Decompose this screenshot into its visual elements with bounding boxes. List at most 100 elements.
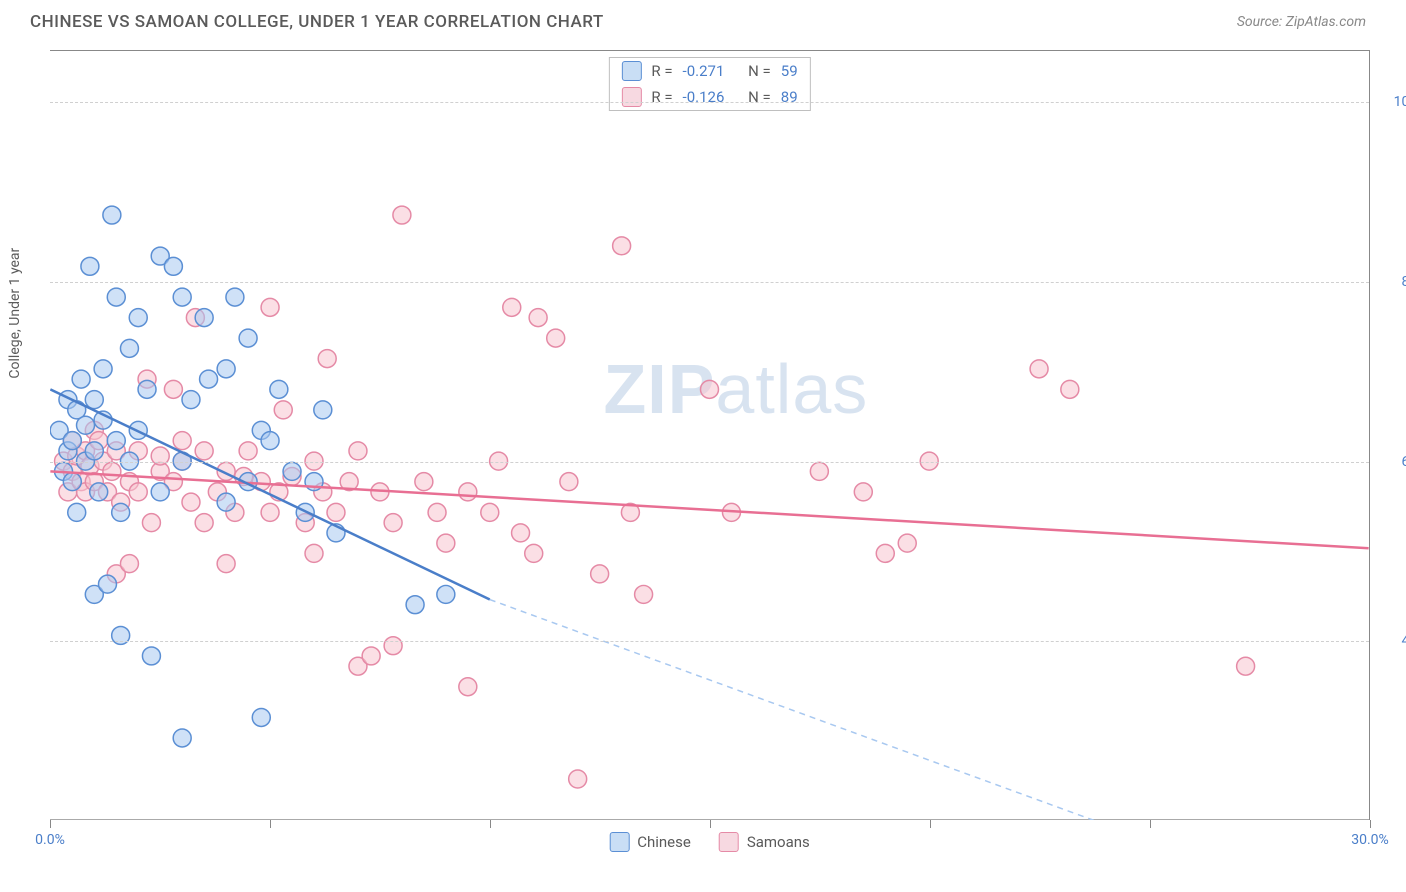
r-label: R = — [651, 62, 672, 80]
scatter-point-blue — [107, 288, 125, 306]
scatter-point-pink — [274, 401, 292, 419]
scatter-point-blue — [164, 257, 182, 275]
swatch-pink-icon — [719, 832, 739, 852]
scatter-point-blue — [239, 329, 257, 347]
r-value-blue: -0.271 — [683, 62, 725, 80]
scatter-point-pink — [529, 309, 547, 327]
scatter-point-blue — [72, 370, 90, 388]
x-tick-label: 30.0% — [1351, 832, 1389, 848]
scatter-point-blue — [173, 729, 191, 747]
x-tick-mark — [50, 820, 51, 828]
gridline-h — [50, 282, 1369, 283]
scatter-point-blue — [138, 380, 156, 398]
scatter-point-blue — [173, 288, 191, 306]
scatter-point-blue — [85, 442, 103, 460]
scatter-point-blue — [103, 206, 121, 224]
x-tick-mark — [270, 820, 271, 828]
y-axis-label: College, Under 1 year — [7, 247, 23, 378]
scatter-point-pink — [1237, 657, 1255, 675]
scatter-point-blue — [437, 585, 455, 603]
scatter-point-pink — [103, 462, 121, 480]
scatter-point-pink — [305, 544, 323, 562]
scatter-point-pink — [217, 555, 235, 573]
scatter-point-pink — [569, 770, 587, 788]
scatter-point-blue — [81, 257, 99, 275]
scatter-point-pink — [428, 503, 446, 521]
scatter-point-pink — [1061, 380, 1079, 398]
y-tick-label: 82.5% — [1379, 274, 1406, 290]
scatter-point-pink — [318, 350, 336, 368]
scatter-point-blue — [406, 596, 424, 614]
n-label: N = — [748, 62, 771, 80]
swatch-blue-icon — [621, 61, 641, 81]
gridline-h — [50, 102, 1369, 103]
n-value-blue: 59 — [781, 62, 798, 80]
plot-svg — [50, 51, 1369, 820]
scatter-point-blue — [270, 380, 288, 398]
scatter-point-pink — [393, 206, 411, 224]
scatter-point-pink — [512, 524, 530, 542]
scatter-point-blue — [217, 493, 235, 511]
legend-bottom: Chinese Samoans — [609, 832, 810, 852]
scatter-point-pink — [481, 503, 499, 521]
x-tick-mark — [490, 820, 491, 828]
gridline-h — [50, 462, 1369, 463]
scatter-point-pink — [437, 534, 455, 552]
scatter-point-blue — [77, 416, 95, 434]
scatter-point-pink — [362, 647, 380, 665]
legend-item-samoans: Samoans — [719, 832, 810, 852]
legend-chinese-label: Chinese — [637, 833, 691, 851]
scatter-point-pink — [876, 544, 894, 562]
legend-stats-row-pink: R = -0.126 N = 89 — [609, 84, 809, 110]
scatter-point-pink — [898, 534, 916, 552]
scatter-point-pink — [261, 503, 279, 521]
scatter-point-blue — [195, 309, 213, 327]
scatter-point-pink — [239, 442, 257, 460]
swatch-blue-icon — [609, 832, 629, 852]
scatter-point-pink — [164, 380, 182, 398]
scatter-point-blue — [182, 391, 200, 409]
scatter-point-blue — [63, 473, 81, 491]
scatter-point-blue — [314, 401, 332, 419]
x-tick-mark — [1150, 820, 1151, 828]
x-tick-label: 0.0% — [35, 832, 65, 848]
gridline-h — [50, 641, 1369, 642]
y-tick-label: 100.0% — [1379, 94, 1406, 110]
scatter-point-blue — [261, 432, 279, 450]
x-tick-mark — [710, 820, 711, 828]
scatter-point-blue — [112, 503, 130, 521]
scatter-point-pink — [195, 514, 213, 532]
scatter-point-blue — [129, 309, 147, 327]
scatter-point-pink — [459, 483, 477, 501]
scatter-point-pink — [384, 514, 402, 532]
scatter-point-blue — [200, 370, 218, 388]
scatter-point-blue — [142, 647, 160, 665]
scatter-point-blue — [252, 708, 270, 726]
y-tick-label: 47.5% — [1379, 633, 1406, 649]
scatter-point-blue — [283, 462, 301, 480]
swatch-pink-icon — [621, 87, 641, 107]
scatter-point-pink — [129, 483, 147, 501]
scatter-point-blue — [98, 575, 116, 593]
scatter-point-pink — [349, 442, 367, 460]
scatter-point-blue — [63, 432, 81, 450]
scatter-point-pink — [384, 637, 402, 655]
scatter-point-blue — [120, 339, 138, 357]
x-tick-mark — [930, 820, 931, 828]
scatter-point-pink — [547, 329, 565, 347]
scatter-point-pink — [1030, 360, 1048, 378]
chart-title: CHINESE VS SAMOAN COLLEGE, UNDER 1 YEAR … — [30, 12, 604, 32]
scatter-point-pink — [182, 493, 200, 511]
trendline-blue-dashed — [490, 600, 1149, 820]
y-tick-label: 65.0% — [1379, 454, 1406, 470]
scatter-point-blue — [94, 360, 112, 378]
scatter-chart: College, Under 1 year ZIPatlas R = -0.27… — [50, 50, 1370, 820]
scatter-point-pink — [560, 473, 578, 491]
scatter-point-blue — [107, 432, 125, 450]
scatter-point-pink — [854, 483, 872, 501]
scatter-point-pink — [327, 503, 345, 521]
scatter-point-blue — [90, 483, 108, 501]
legend-item-chinese: Chinese — [609, 832, 691, 852]
scatter-point-pink — [591, 565, 609, 583]
scatter-point-pink — [142, 514, 160, 532]
